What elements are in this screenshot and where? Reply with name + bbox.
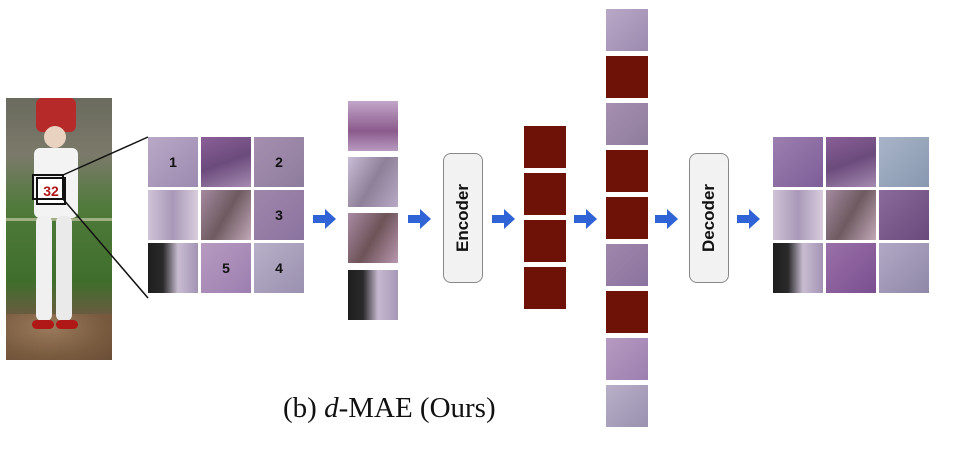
reconstructed-patch — [826, 137, 876, 187]
encoder-label: Encoder — [453, 183, 472, 253]
right-arrow-icon — [737, 209, 760, 229]
right-arrow-icon — [492, 209, 515, 229]
visible-patch — [348, 213, 398, 263]
reconstructed-patch — [879, 190, 929, 240]
reconstructed-patch — [879, 137, 929, 187]
patch-number: 3 — [275, 207, 283, 223]
patch-number: 4 — [275, 260, 283, 276]
patch-3: 3 — [254, 190, 304, 240]
patch-5: 5 — [201, 243, 251, 293]
patch-row3-col1 — [148, 243, 198, 293]
encoder-box: Encoder — [443, 153, 483, 283]
patch-row2-col2 — [201, 190, 251, 240]
jersey-number: 32 — [36, 177, 66, 205]
player-head — [44, 126, 66, 148]
player-left-leg — [36, 216, 52, 321]
sequence-patch — [606, 385, 648, 427]
patch-row2-col1 — [148, 190, 198, 240]
zoom-line-bottom — [62, 198, 149, 299]
sequence-patch — [606, 244, 648, 286]
patch-2-unlabeled — [201, 137, 251, 187]
zoom-region — [32, 174, 64, 200]
right-arrow-icon — [313, 209, 336, 229]
sequence-patch — [606, 9, 648, 51]
figure-caption: (b) d-MAE (Ours) — [283, 392, 496, 425]
right-arrow-icon — [655, 209, 678, 229]
sequence-encoded-token — [606, 150, 648, 192]
source-image: 32 — [6, 98, 112, 360]
patch-1: 1 — [148, 137, 198, 187]
caption-suffix: -MAE (Ours) — [338, 392, 496, 424]
reconstructed-patch — [879, 243, 929, 293]
reconstructed-patch — [773, 137, 823, 187]
reconstructed-patch — [773, 243, 823, 293]
encoded-token — [524, 267, 566, 309]
reconstructed-patch — [826, 243, 876, 293]
patch-2: 2 — [254, 137, 304, 187]
encoded-token — [524, 220, 566, 262]
sequence-patch — [606, 338, 648, 380]
visible-patch — [348, 101, 398, 151]
patch-number: 2 — [275, 154, 283, 170]
player-shoe — [32, 320, 54, 329]
right-arrow-icon — [408, 209, 431, 229]
caption-italic: d — [324, 392, 339, 424]
right-arrow-icon — [574, 209, 597, 229]
sequence-patch — [606, 103, 648, 145]
patch-number: 1 — [169, 154, 177, 170]
encoded-token — [524, 126, 566, 168]
reconstructed-patch — [773, 190, 823, 240]
decoder-label: Decoder — [699, 183, 718, 253]
patch-number: 5 — [222, 260, 230, 276]
zoom-line-top — [62, 136, 149, 176]
reconstructed-patch — [826, 190, 876, 240]
sequence-encoded-token — [606, 56, 648, 98]
sequence-encoded-token — [606, 291, 648, 333]
visible-patch — [348, 270, 398, 320]
decoder-box: Decoder — [689, 153, 729, 283]
player-right-leg — [56, 216, 72, 321]
caption-prefix: (b) — [283, 392, 325, 424]
player-shoe — [56, 320, 78, 329]
encoded-token — [524, 173, 566, 215]
sequence-encoded-token — [606, 197, 648, 239]
patch-4: 4 — [254, 243, 304, 293]
visible-patch — [348, 157, 398, 207]
